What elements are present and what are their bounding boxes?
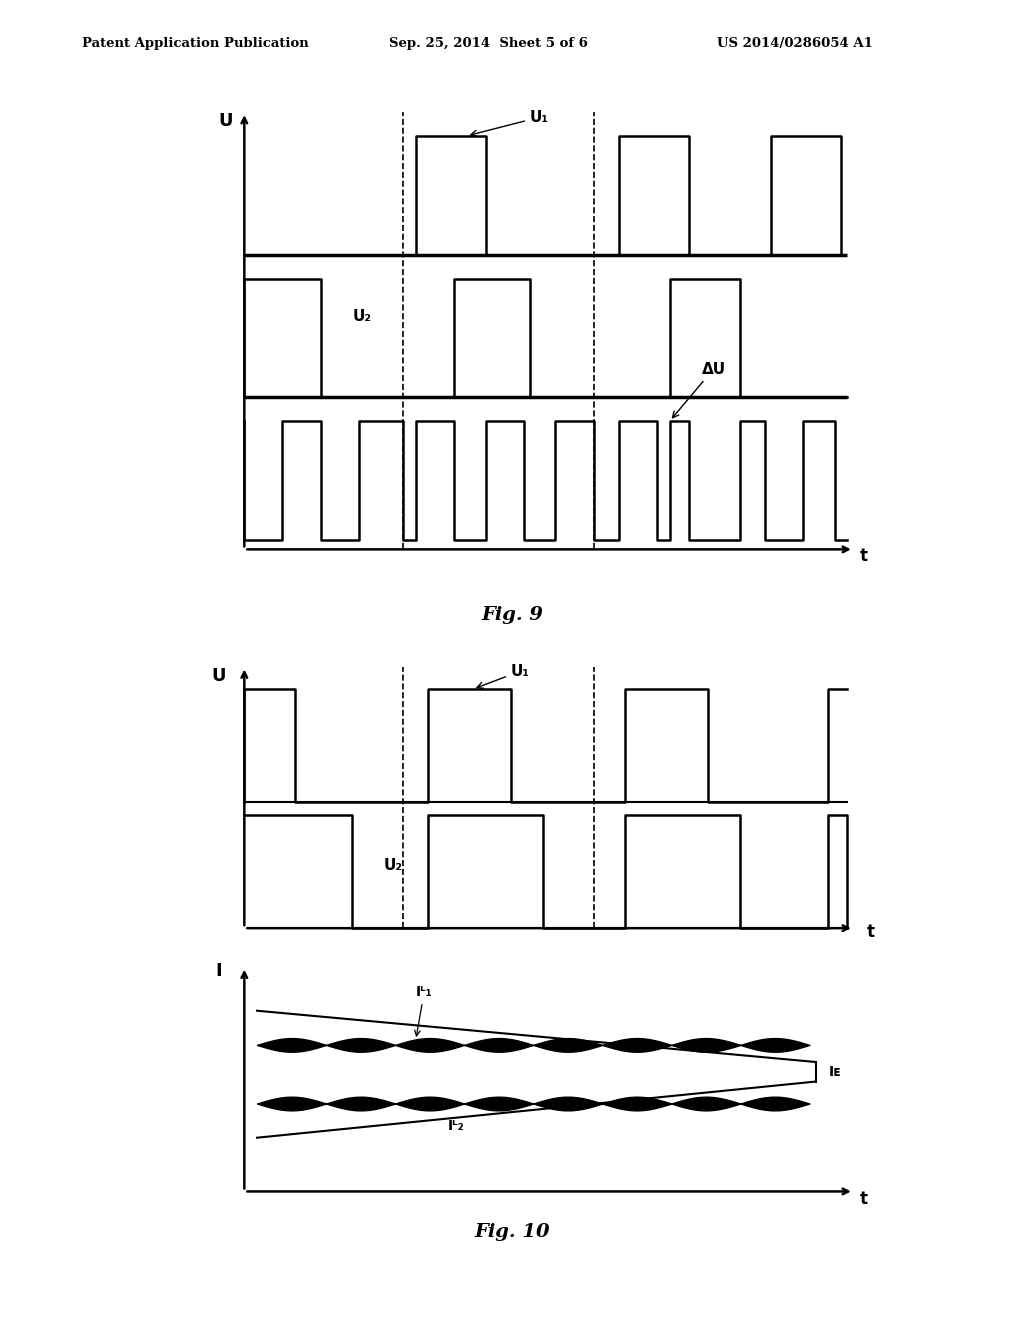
Text: I: I [216,962,222,979]
Text: t: t [866,923,874,941]
Text: Iᴸ₁: Iᴸ₁ [415,985,432,1036]
Text: U₁: U₁ [477,664,530,688]
Text: U₂: U₂ [352,309,372,325]
Text: Iᴇ: Iᴇ [828,1065,842,1078]
Text: ΔU: ΔU [673,362,726,417]
Text: US 2014/0286054 A1: US 2014/0286054 A1 [717,37,872,50]
Text: Iᴸ₂: Iᴸ₂ [447,1119,464,1134]
Text: U₁: U₁ [471,110,549,136]
Text: U: U [218,112,232,131]
Text: Sep. 25, 2014  Sheet 5 of 6: Sep. 25, 2014 Sheet 5 of 6 [389,37,588,50]
Text: Fig. 9: Fig. 9 [481,606,543,624]
Text: t: t [860,548,868,565]
Text: Patent Application Publication: Patent Application Publication [82,37,308,50]
Text: U₂: U₂ [384,858,403,873]
Text: U: U [212,667,226,685]
Text: t: t [860,1189,868,1208]
Text: Fig. 10: Fig. 10 [474,1222,550,1241]
